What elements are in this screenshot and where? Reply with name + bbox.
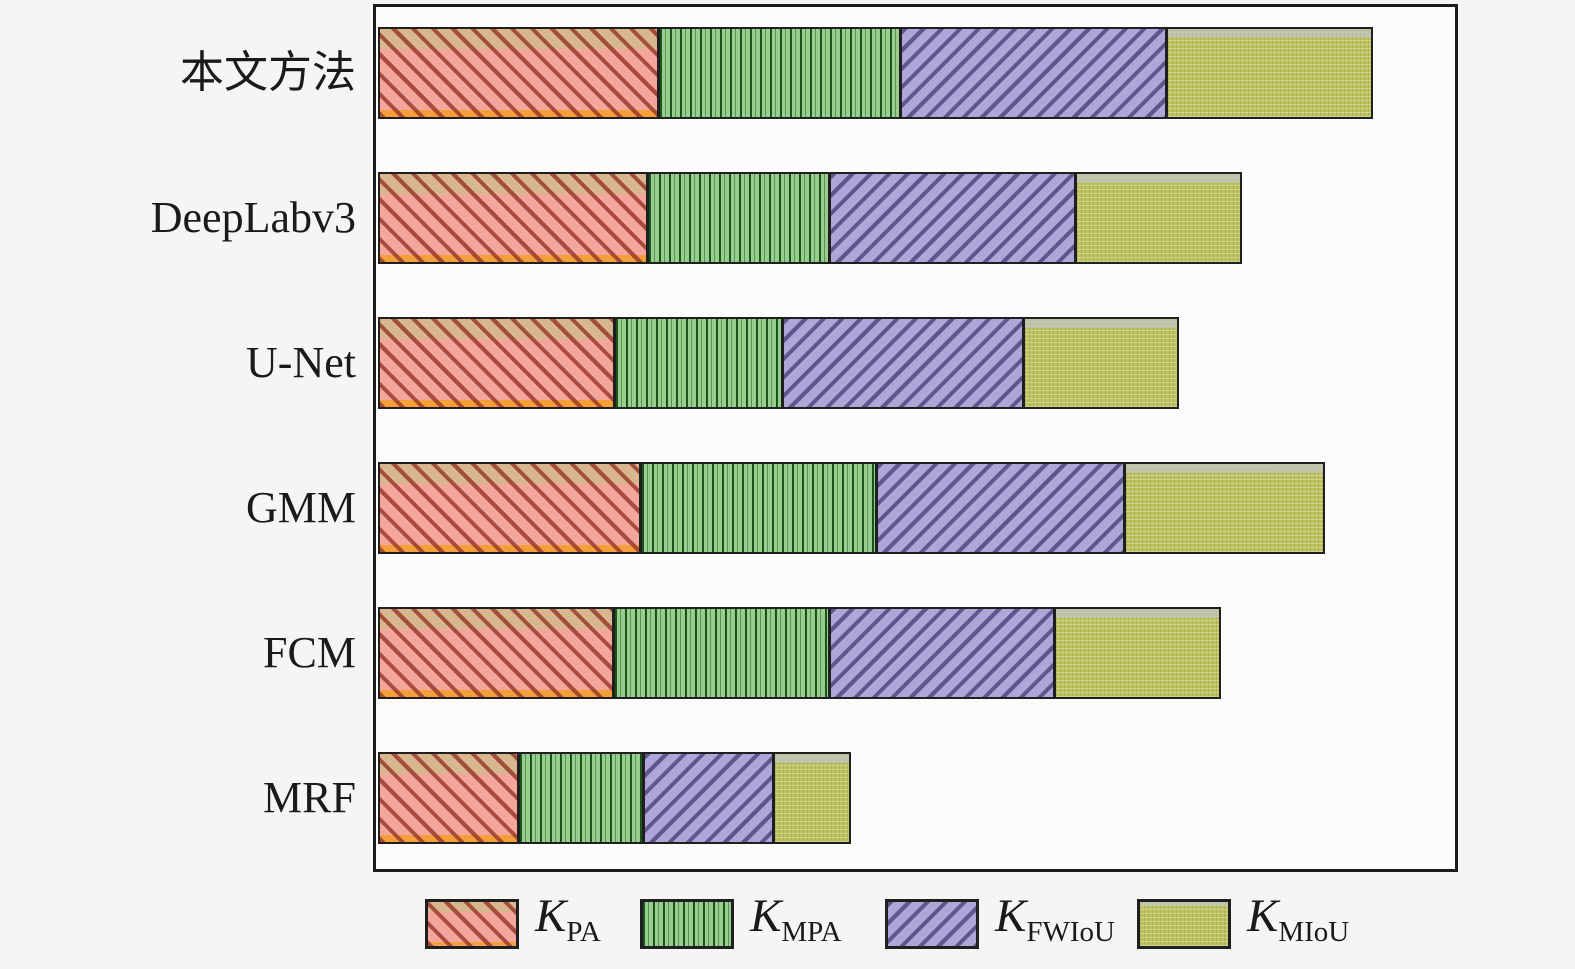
bar-segment-k_miou-1 [1167,27,1374,119]
category-label-6: MRF [263,773,356,822]
bar-segment-k_mpa-4 [640,462,877,554]
bar-row-6 [378,752,851,844]
category-label-5: FCM [263,628,356,677]
bar-segment-k_fwiou-6 [644,752,775,844]
bar-segment-k_pa-3 [378,317,615,409]
category-label-3: U-Net [246,338,356,387]
category-label-1: 本文方法 [180,48,356,97]
bar-segment-k_pa-4 [378,462,641,554]
legend-item-k_fwiou: KFWIoU [885,890,1115,954]
legend-label-k_pa: KPA [535,890,601,948]
category-label-4: GMM [245,483,356,532]
bars-container [376,7,1455,869]
legend-label-k_mpa: KMPA [750,890,842,948]
bar-segment-k_miou-5 [1055,607,1222,699]
bar-segment-k_miou-4 [1125,462,1325,554]
bar-segment-k_mpa-1 [659,27,902,119]
bar-segment-k_fwiou-1 [901,27,1168,119]
bar-segment-k_fwiou-5 [830,607,1056,699]
bar-segment-k_pa-2 [378,172,649,264]
legend-item-k_pa: KPA [425,890,601,954]
bar-row-3 [378,317,1180,409]
bar-row-4 [378,462,1325,554]
bar-segment-k_mpa-6 [519,752,644,844]
bar-segment-k_mpa-2 [648,172,831,264]
legend: KPA KMPA KFWIoU KMIoU [0,880,1575,969]
plot-area [373,4,1458,872]
legend-label-k_fwiou: KFWIoU [995,890,1115,948]
bar-segment-k_fwiou-3 [782,317,1025,409]
legend-item-k_mpa: KMPA [640,890,842,954]
bar-segment-k_fwiou-4 [876,462,1126,554]
legend-swatch-k_miou [1137,899,1231,949]
bar-segment-k_miou-3 [1024,317,1180,409]
legend-swatch-k_pa [425,899,519,949]
bar-segment-k_pa-5 [378,607,614,699]
legend-item-k_miou: KMIoU [1137,890,1349,954]
bar-segment-k_miou-6 [774,752,851,844]
bar-segment-k_pa-1 [378,27,660,119]
bar-row-5 [378,607,1222,699]
legend-swatch-k_mpa [640,899,734,949]
legend-label-k_miou: KMIoU [1247,890,1350,948]
bar-segment-k_fwiou-2 [830,172,1076,264]
category-label-2: DeepLabv3 [150,193,356,242]
bar-row-2 [378,172,1242,264]
bar-segment-k_mpa-5 [613,607,831,699]
legend-swatch-k_fwiou [885,899,979,949]
bar-segment-k_pa-6 [378,752,520,844]
bar-segment-k_mpa-3 [614,317,783,409]
bar-row-1 [378,27,1374,119]
bar-segment-k_miou-2 [1075,172,1242,264]
